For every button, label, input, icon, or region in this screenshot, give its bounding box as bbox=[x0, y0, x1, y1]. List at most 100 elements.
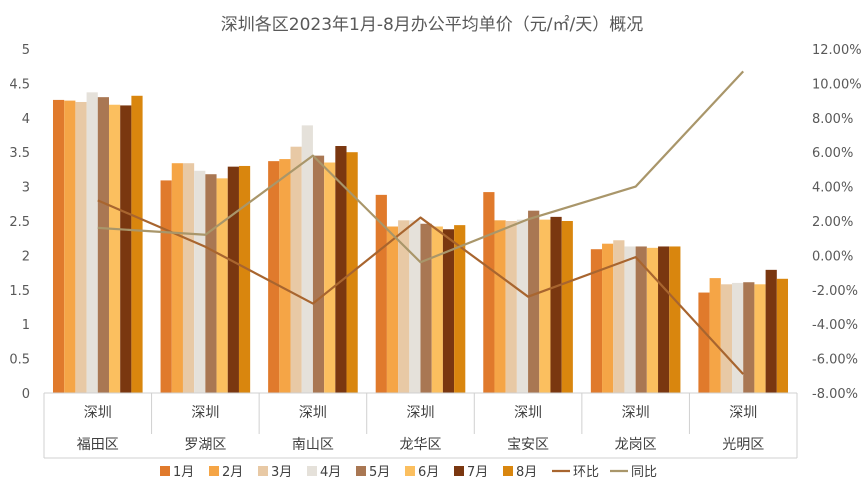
bar bbox=[290, 146, 302, 393]
bar bbox=[386, 226, 399, 393]
bar bbox=[454, 225, 466, 393]
bar bbox=[602, 243, 614, 393]
bar bbox=[75, 101, 87, 393]
group-label: 深圳 bbox=[407, 405, 435, 421]
bar bbox=[238, 165, 251, 393]
legend-swatch bbox=[405, 466, 415, 476]
line-series bbox=[97, 70, 745, 264]
bar bbox=[431, 226, 443, 393]
bar bbox=[561, 221, 573, 393]
bar bbox=[120, 105, 132, 394]
bar bbox=[312, 155, 325, 393]
right-tick-label: 4.00% bbox=[812, 181, 853, 196]
left-tick-label: 2 bbox=[22, 249, 30, 264]
bar bbox=[97, 97, 109, 393]
bar bbox=[279, 159, 291, 393]
legend-label: 环比 bbox=[573, 465, 599, 480]
bar bbox=[709, 278, 721, 393]
legend: 1月 2月 3月 4月 5月 6月 7月 8月 环比 同比 bbox=[160, 465, 657, 480]
right-tick-label: 10.00% bbox=[812, 77, 862, 92]
left-tick-label: 1 bbox=[22, 318, 30, 333]
left-axis: 0 0.5 1 1.5 2 2.5 3 3.5 4 4.5 5 bbox=[9, 43, 30, 402]
bar bbox=[624, 246, 636, 393]
group-label: 深圳 bbox=[729, 405, 757, 421]
left-tick-label: 1.5 bbox=[9, 284, 30, 299]
line-series bbox=[97, 199, 745, 375]
bar bbox=[182, 163, 195, 393]
right-axis: -8.00% -6.00% -4.00% -2.00% 0.00% 2.00% 4.00% 6… bbox=[812, 43, 862, 402]
left-tick-label: 2.5 bbox=[9, 215, 30, 230]
right-tick-label: 12.00% bbox=[812, 43, 862, 58]
category-label: 龙华区 bbox=[400, 437, 442, 453]
legend-label: 7月 bbox=[467, 465, 488, 480]
group-label: 深圳 bbox=[84, 405, 112, 421]
left-tick-label: 0.5 bbox=[9, 353, 30, 368]
bar bbox=[64, 100, 76, 393]
bar bbox=[205, 174, 217, 393]
right-tick-label: 8.00% bbox=[812, 112, 853, 127]
bar bbox=[324, 162, 336, 393]
legend-label: 3月 bbox=[271, 465, 292, 480]
category-label: 南山区 bbox=[292, 437, 334, 453]
plot-area bbox=[52, 70, 789, 394]
bar bbox=[720, 284, 733, 393]
bar bbox=[375, 194, 387, 393]
bar bbox=[658, 246, 670, 393]
category-label: 罗湖区 bbox=[184, 437, 226, 453]
chart-title: 深圳各区2023年1月-8月办公平均单价（元/㎡/天）概况 bbox=[221, 15, 643, 35]
bar bbox=[646, 247, 659, 393]
bar bbox=[776, 278, 789, 393]
left-tick-label: 0 bbox=[22, 387, 30, 402]
legend-swatch bbox=[307, 466, 317, 476]
bar bbox=[216, 178, 228, 393]
left-tick-label: 3.5 bbox=[9, 146, 30, 161]
category-label: 光明区 bbox=[722, 437, 764, 453]
legend-label: 2月 bbox=[222, 465, 243, 480]
left-tick-label: 4 bbox=[22, 112, 30, 127]
bar bbox=[171, 163, 183, 393]
right-tick-label: 6.00% bbox=[812, 146, 853, 161]
bar bbox=[398, 220, 410, 393]
bar bbox=[590, 249, 603, 393]
bar bbox=[732, 282, 744, 393]
legend-label: 4月 bbox=[320, 465, 341, 480]
bar bbox=[227, 166, 239, 393]
legend-swatch bbox=[503, 466, 513, 476]
right-tick-label: -2.00% bbox=[812, 284, 858, 299]
bar bbox=[301, 125, 313, 394]
legend-swatch bbox=[258, 466, 268, 476]
bar bbox=[698, 292, 710, 393]
bar bbox=[613, 240, 625, 393]
bar bbox=[420, 223, 432, 393]
bar bbox=[442, 229, 455, 393]
group-label: 深圳 bbox=[622, 405, 650, 421]
left-tick-label: 5 bbox=[22, 43, 30, 58]
right-tick-label: 2.00% bbox=[812, 215, 853, 230]
legend-label: 1月 bbox=[173, 465, 194, 480]
legend-label: 6月 bbox=[418, 465, 439, 480]
group-label: 深圳 bbox=[299, 405, 327, 421]
bar bbox=[268, 161, 280, 393]
category-label: 龙岗区 bbox=[615, 437, 657, 453]
bar bbox=[669, 246, 681, 393]
bar bbox=[86, 92, 98, 393]
bar bbox=[409, 220, 421, 393]
bar bbox=[516, 219, 529, 393]
bar bbox=[483, 192, 495, 393]
bar bbox=[108, 104, 121, 393]
category-label: 福田区 bbox=[77, 437, 119, 453]
category-label: 宝安区 bbox=[507, 437, 549, 453]
legend-swatch bbox=[209, 466, 219, 476]
right-tick-label: -6.00% bbox=[812, 353, 858, 368]
right-tick-label: -4.00% bbox=[812, 318, 858, 333]
legend-swatch bbox=[454, 466, 464, 476]
bar bbox=[131, 95, 143, 393]
bar bbox=[635, 246, 647, 393]
bar bbox=[335, 146, 347, 393]
bar bbox=[494, 220, 506, 393]
left-tick-label: 3 bbox=[22, 181, 30, 196]
right-tick-label: -8.00% bbox=[812, 387, 858, 402]
bar bbox=[52, 99, 65, 393]
